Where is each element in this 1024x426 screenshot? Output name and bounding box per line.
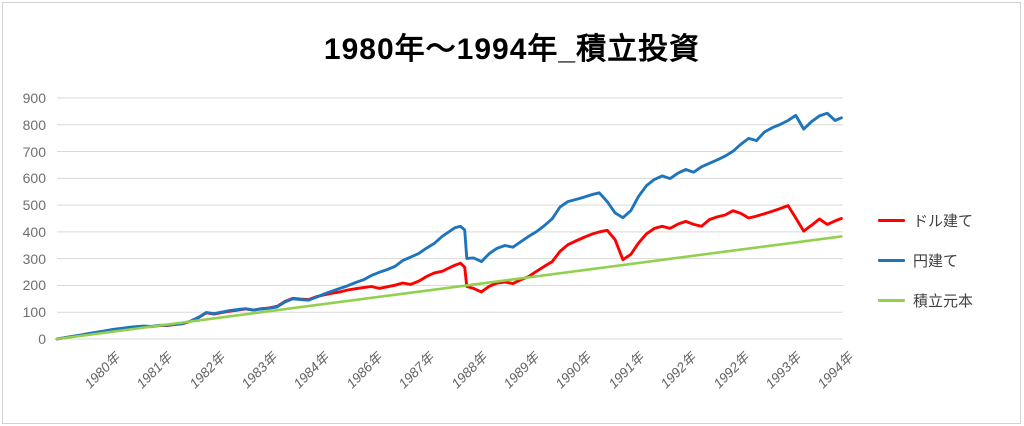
y-axis-label: 200	[22, 277, 46, 294]
y-axis-label: 800	[22, 116, 46, 133]
y-axis-label: 900	[22, 90, 46, 106]
y-axis-label: 100	[22, 304, 46, 321]
legend-item-principal: 積立元本	[878, 280, 973, 320]
y-axis-label: 0	[38, 331, 46, 347]
y-axis-label: 500	[22, 197, 46, 214]
legend-item-usd: ドル建て	[878, 200, 973, 240]
series-line-jpy	[55, 111, 843, 341]
legend-line-swatch-principal	[878, 298, 905, 302]
legend-line-swatch-jpy	[878, 258, 905, 262]
legend-label-usd: ドル建て	[913, 212, 974, 230]
legend-line-swatch-usd	[878, 218, 905, 222]
y-axis-label: 400	[22, 223, 46, 240]
series-line-principal	[55, 235, 843, 341]
y-axis-label: 700	[22, 143, 46, 160]
legend: ドル建て 円建て 積立元本	[878, 200, 973, 320]
legend-item-jpy: 円建て	[878, 240, 973, 280]
y-axis-label: 600	[22, 170, 46, 187]
y-axis-label: 300	[22, 250, 46, 267]
chart-title: 1980年～1994年_積立投資	[323, 33, 701, 66]
legend-label-principal: 積立元本	[913, 292, 974, 310]
series-line-usd	[55, 204, 843, 341]
legend-label-jpy: 円建て	[913, 252, 959, 270]
